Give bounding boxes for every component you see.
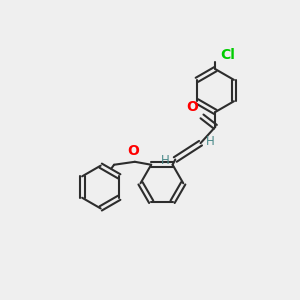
Text: Cl: Cl <box>220 48 235 62</box>
Text: H: H <box>206 135 214 148</box>
Text: H: H <box>161 154 170 167</box>
Text: O: O <box>187 100 198 114</box>
Text: O: O <box>128 144 139 158</box>
